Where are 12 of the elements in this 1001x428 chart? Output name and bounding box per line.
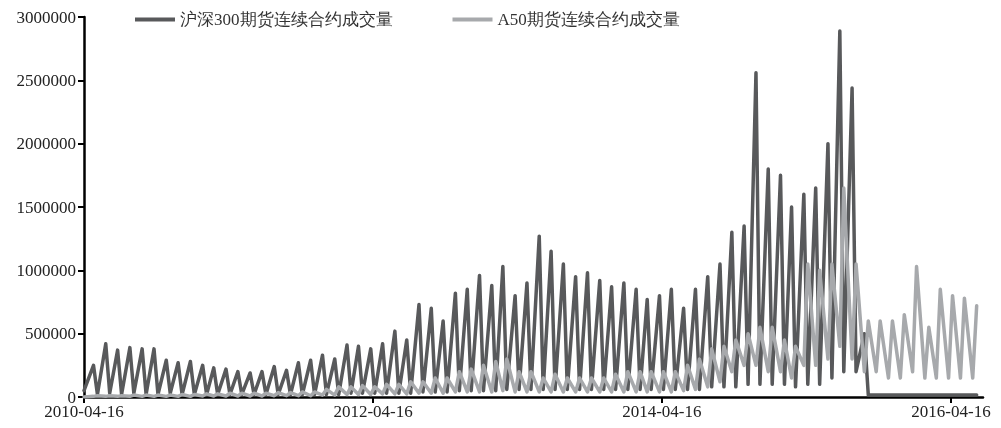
y-tick-label: 500000 bbox=[25, 324, 76, 344]
y-tick-label: 3000000 bbox=[16, 7, 76, 27]
x-tick-label: 2014-04-16 bbox=[622, 402, 702, 421]
y-tick-label: 2000000 bbox=[16, 134, 76, 154]
y-tick-label: 1500000 bbox=[16, 197, 76, 217]
line-series bbox=[82, 186, 979, 399]
y-tick-label: 1000000 bbox=[16, 260, 76, 280]
y-tick-label: 2500000 bbox=[16, 70, 76, 90]
legend-label: 沪深300期货连续合约成交量 bbox=[180, 10, 393, 29]
legend-label: A50期货连续合约成交量 bbox=[497, 10, 680, 29]
x-tick-label: 2012-04-16 bbox=[333, 402, 413, 421]
x-tick-label: 2016-04-16 bbox=[911, 402, 991, 421]
